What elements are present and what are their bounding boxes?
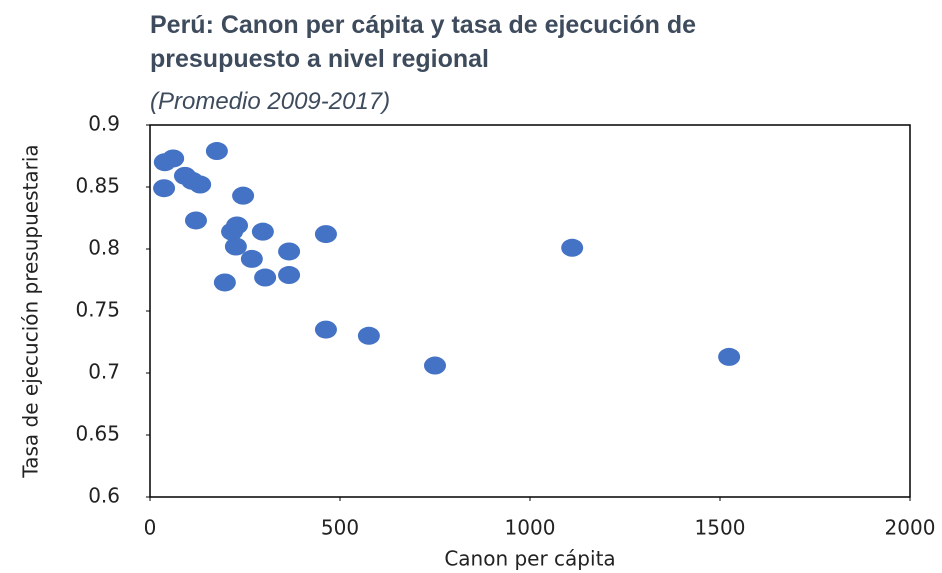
point <box>205 142 228 161</box>
point <box>278 242 301 261</box>
point <box>254 268 277 287</box>
chart-title: Perú: Canon per cápita y tasa de ejecuci… <box>150 11 697 73</box>
y-tick-label: 0.9 <box>88 112 120 136</box>
x-tick-label: 2000 <box>885 516 936 540</box>
y-tick-label: 0.6 <box>88 484 120 508</box>
y-tick-label: 0.7 <box>88 360 120 384</box>
y-axis-label: Tasa de ejecución presupuestaria <box>19 144 43 478</box>
x-tick-label: 0 <box>144 516 157 540</box>
x-axis-label: Canon per cápita <box>444 547 615 571</box>
point <box>357 326 380 345</box>
y-tick-label: 0.65 <box>75 422 120 446</box>
chart-subtitle: (Promedio 2009-2017) <box>150 88 391 115</box>
x-tick-label: 1000 <box>505 516 556 540</box>
point <box>153 179 176 198</box>
point <box>189 175 212 194</box>
point <box>251 222 274 241</box>
point <box>240 249 263 268</box>
point <box>314 320 337 339</box>
point <box>278 266 301 285</box>
plot-frame <box>149 124 911 498</box>
point <box>718 347 741 366</box>
y-tick-label: 0.85 <box>75 174 120 198</box>
point <box>561 238 584 257</box>
y-tick-label: 0.75 <box>75 298 120 322</box>
point <box>162 149 185 168</box>
y-tick-label: 0.8 <box>88 236 120 260</box>
point <box>424 356 446 375</box>
point <box>213 273 236 292</box>
point <box>226 216 249 235</box>
x-tick-label: 1500 <box>695 516 746 540</box>
point <box>224 237 247 256</box>
point <box>314 225 337 244</box>
point <box>184 211 207 230</box>
x-tick-label: 500 <box>321 516 359 540</box>
point <box>232 186 255 205</box>
